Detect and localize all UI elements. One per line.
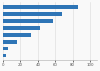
Bar <box>3 40 17 44</box>
Bar <box>3 26 40 30</box>
Bar <box>3 47 8 50</box>
Bar <box>3 33 31 37</box>
Bar <box>3 54 6 57</box>
Bar <box>3 19 54 23</box>
Bar <box>3 12 62 16</box>
Bar <box>3 5 78 9</box>
